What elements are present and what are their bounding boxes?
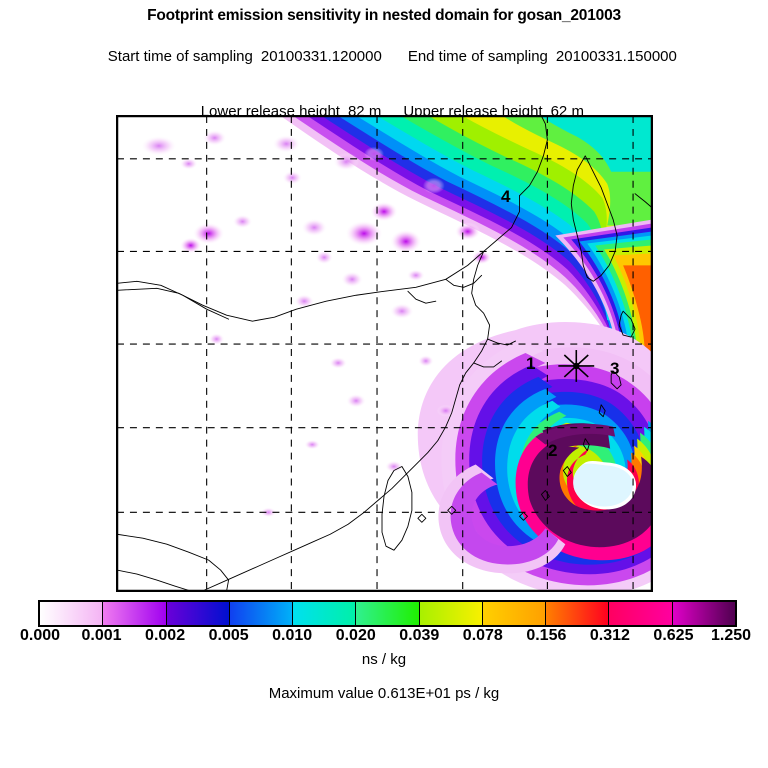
colorbar-tick-9: 0.312 [589, 627, 630, 644]
colorbar-units-label: ns / kg [361, 651, 407, 668]
plume-label-4: 4 [501, 187, 511, 206]
colorbar-tick-3: 0.005 [208, 627, 249, 644]
colorbar-tick-4: 0.010 [272, 627, 313, 644]
low-value-patches [140, 129, 492, 518]
lower-release-value: 82 m [347, 102, 382, 120]
colorbar-tick-11: 1.250 [710, 627, 752, 644]
colorbar-band-8 [546, 602, 610, 625]
plume-hot-core [441, 341, 652, 591]
upper-release-label: Upper release height [403, 102, 543, 120]
colorbar-band-5 [356, 602, 420, 625]
colorbar-tick-5: 0.020 [335, 627, 376, 644]
plume-label-2: 2 [548, 441, 558, 460]
plume-label-3: 3 [610, 359, 620, 378]
colorbar-band-2 [166, 602, 230, 625]
colorbar-band-6 [419, 602, 483, 625]
map-plot-area: 1 2 3 4 [116, 115, 653, 592]
colorbar-tick-labels: 0.000 0.001 0.002 0.005 0.010 0.020 0.039 0.078… [0, 628, 768, 650]
plume-west-tail [438, 464, 566, 574]
footprint-field [117, 116, 652, 591]
colorbar-tick-0: 0.000 [19, 627, 61, 644]
release-site-star [558, 350, 595, 382]
colorbar-tick-10: 0.625 [653, 627, 694, 644]
end-time-value: 20100331.150000 [555, 47, 677, 65]
page-title: Footprint emission sensitivity in nested… [147, 7, 621, 24]
map-gridlines [117, 116, 652, 591]
upper-release-value: 62 m [550, 102, 584, 120]
coastlines [117, 116, 652, 591]
colorbar-tick-1: 0.001 [81, 627, 122, 644]
release-height-line: Lower release height 82 m Upper release he… [0, 89, 768, 134]
colorbar-band-3 [229, 602, 294, 625]
colorbar [38, 600, 737, 627]
plume-label-1: 1 [526, 354, 536, 373]
colorbar-tick-6: 0.039 [399, 627, 440, 644]
maximum-value-label: Maximum value 0.613E+01 ps / kg [268, 685, 500, 702]
colorbar-band-0 [40, 602, 104, 625]
lower-release-label: Lower release height [200, 102, 340, 120]
colorbar-band-4 [293, 602, 357, 625]
end-time-label: End time of sampling [407, 47, 548, 65]
colorbar-tick-7: 0.078 [462, 627, 503, 644]
start-time-label: Start time of sampling [107, 47, 253, 65]
colorbar-band-7 [482, 602, 547, 625]
sampling-time-line: Start time of sampling 20100331.120000 End… [0, 34, 768, 79]
colorbar-band-1 [103, 602, 167, 625]
colorbar-band-10 [672, 602, 735, 625]
start-time-value: 20100331.120000 [260, 47, 382, 65]
colorbar-tick-2: 0.002 [145, 627, 186, 644]
colorbar-tick-8: 0.156 [526, 627, 567, 644]
colorbar-band-9 [609, 602, 673, 625]
